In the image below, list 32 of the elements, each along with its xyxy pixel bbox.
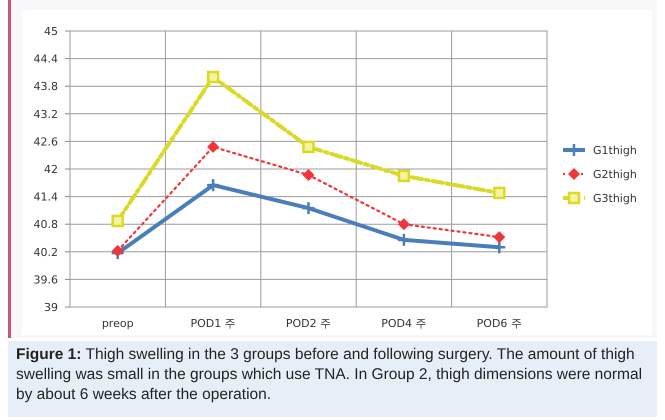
x-tick-label: POD6 주	[476, 317, 522, 330]
point	[111, 214, 124, 228]
point	[112, 244, 124, 257]
y-tick-label: 45	[44, 25, 58, 38]
y-tick-label: 43.8	[34, 80, 58, 94]
x-tick-label: POD2 주	[286, 317, 332, 330]
point	[302, 168, 314, 181]
y-tick-label: 44.4	[34, 52, 58, 66]
point	[493, 186, 506, 200]
point	[206, 70, 220, 84]
y-tick-label: 39	[44, 301, 58, 314]
legend-label: G1thigh	[593, 144, 637, 157]
point	[206, 178, 220, 192]
point	[398, 170, 410, 182]
point	[493, 231, 506, 244]
point	[398, 218, 410, 230]
y-tick-label: 42.6	[34, 135, 58, 148]
y-tick-label: 40.2	[34, 246, 58, 259]
legend-label: G2thigh	[593, 168, 637, 181]
legend-label: G3thigh	[593, 192, 637, 205]
y-tick-label: 39.6	[34, 273, 58, 286]
caption: Figure 1: Thigh swelling in the 3 groups before and following surgery. The amount of thigh swelling was small in the groups which use TNA. In Group 2, thigh dimensions were normal by about 6 weeks after the operation.	[16, 345, 644, 405]
point	[301, 200, 316, 216]
x-tick-label: POD4 주	[381, 317, 427, 330]
x-tick-label: preop	[102, 317, 134, 330]
point	[302, 140, 315, 154]
x-tick-label: POD1 주	[190, 317, 236, 330]
y-tick-label: 40.8	[34, 218, 58, 232]
point	[207, 140, 220, 153]
y-tick-label: 42	[44, 163, 58, 176]
y-tick-label: 41.4	[34, 190, 58, 204]
y-tick-label: 43.2	[34, 108, 58, 121]
